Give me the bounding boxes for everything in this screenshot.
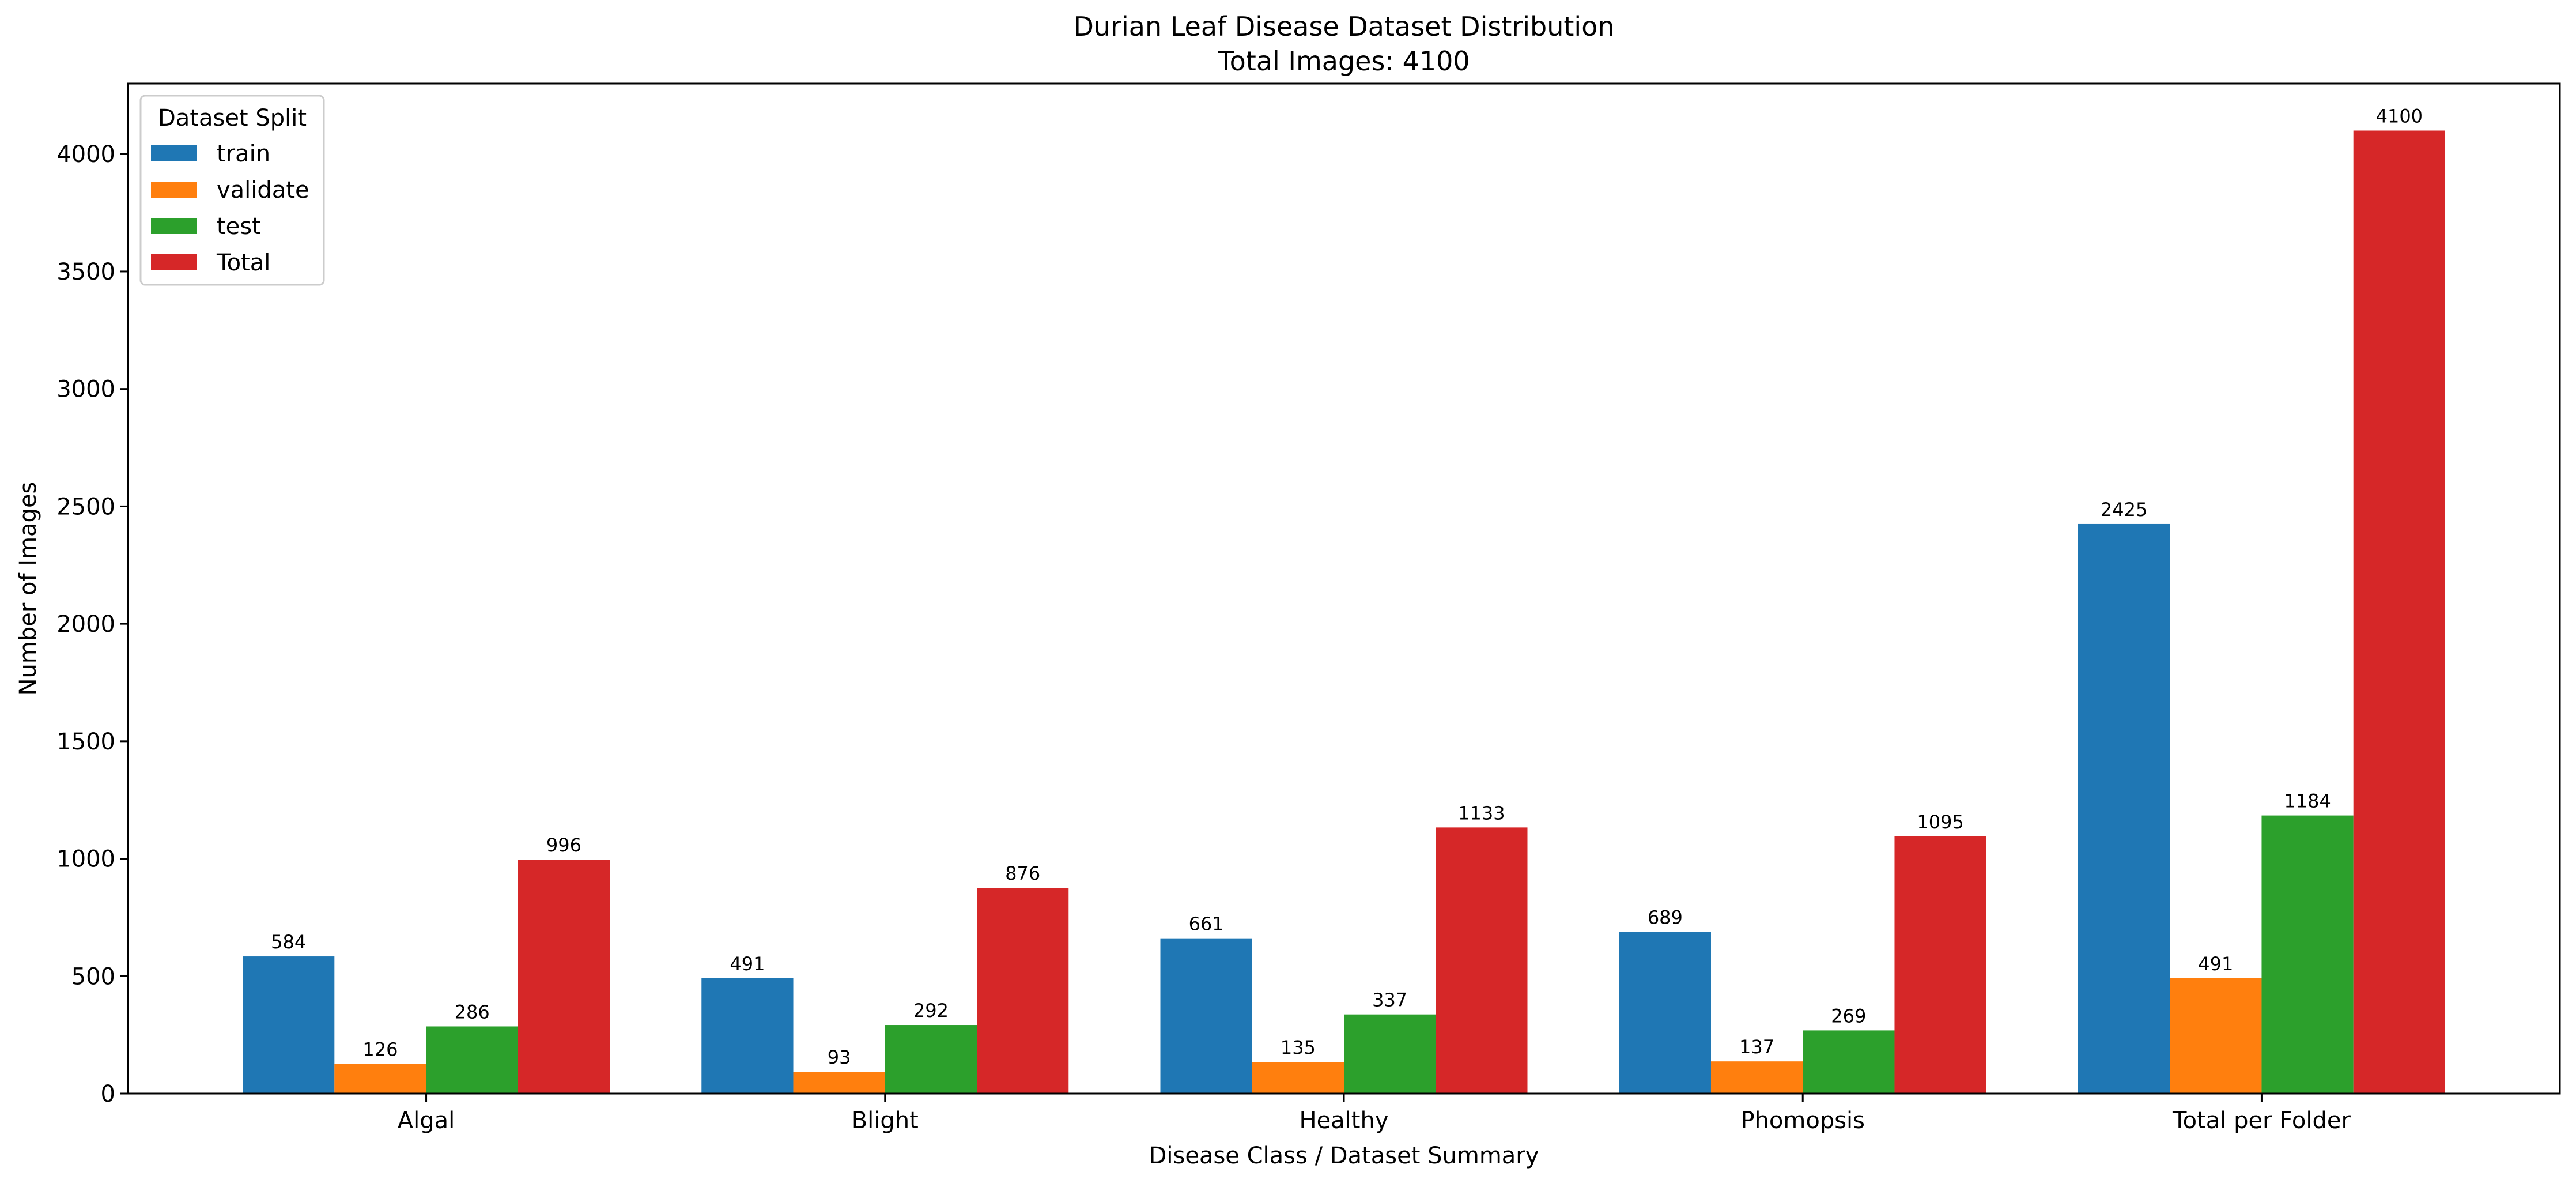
bar-value-label: 286 xyxy=(455,1001,490,1023)
x-tick-label: Total per Folder xyxy=(2172,1107,2351,1134)
x-axis-label: Disease Class / Dataset Summary xyxy=(1149,1143,1539,1169)
bar-total xyxy=(1436,827,1528,1094)
legend-swatch-test xyxy=(151,218,197,234)
x-tick-label: Blight xyxy=(852,1107,919,1134)
legend-swatch-train xyxy=(151,145,197,161)
legend-title: Dataset Split xyxy=(158,105,307,131)
bar-train xyxy=(1619,932,1711,1094)
x-tick-label: Algal xyxy=(398,1107,455,1134)
y-tick-label: 1000 xyxy=(56,846,115,873)
bar-validate xyxy=(334,1064,426,1094)
bar-value-label: 661 xyxy=(1189,913,1224,935)
bar-total xyxy=(2353,130,2445,1094)
legend-label-validate: validate xyxy=(217,177,309,204)
bar-value-label: 584 xyxy=(271,931,306,953)
bar-validate xyxy=(1252,1062,1344,1094)
bar-value-label: 2425 xyxy=(2101,499,2147,521)
bar-value-label: 491 xyxy=(730,953,765,975)
bar-train xyxy=(701,978,794,1094)
chart-title: Durian Leaf Disease Dataset Distribution xyxy=(1073,11,1614,42)
bar-test xyxy=(2261,815,2354,1094)
bar-value-label: 93 xyxy=(828,1046,851,1068)
chart-subtitle: Total Images: 4100 xyxy=(1217,46,1470,77)
bar-test xyxy=(1803,1030,1895,1094)
x-tick-label: Phomopsis xyxy=(1740,1107,1865,1134)
bar-value-label: 491 xyxy=(2198,953,2233,975)
bar-value-label: 1133 xyxy=(1458,802,1505,824)
legend-swatch-total xyxy=(151,254,197,270)
bar-test xyxy=(426,1026,518,1094)
bar-value-label: 137 xyxy=(1739,1036,1774,1058)
bar-total xyxy=(518,860,610,1094)
bar-value-label: 876 xyxy=(1005,862,1040,884)
bar-test xyxy=(1344,1014,1436,1094)
y-tick-label: 3500 xyxy=(56,259,115,285)
bar-value-label: 4100 xyxy=(2376,105,2423,127)
bar-validate xyxy=(1710,1061,1803,1094)
legend-label-train: train xyxy=(217,141,270,167)
bar-value-label: 135 xyxy=(1281,1037,1316,1058)
plot-frame xyxy=(127,82,2561,1095)
y-tick-label: 2500 xyxy=(56,493,115,520)
bar-value-label: 689 xyxy=(1648,906,1683,928)
x-tick-label: Healthy xyxy=(1299,1107,1388,1134)
bar-total xyxy=(1894,836,1986,1094)
legend-box xyxy=(139,95,325,286)
y-tick-label: 2000 xyxy=(56,611,115,638)
bar-value-label: 996 xyxy=(546,834,581,856)
bar-value-label: 292 xyxy=(913,1000,949,1022)
bar-train xyxy=(1160,938,1252,1094)
y-tick-label: 1500 xyxy=(56,729,115,755)
bar-validate xyxy=(2170,978,2262,1094)
legend: Dataset Split train validate test Total xyxy=(139,95,325,286)
legend-label-test: test xyxy=(217,213,261,240)
bar-validate xyxy=(793,1072,885,1094)
bar-value-label: 126 xyxy=(362,1039,398,1061)
bar-value-label: 1095 xyxy=(1917,811,1963,833)
bar-value-label: 337 xyxy=(1372,989,1407,1011)
bar-train xyxy=(2078,523,2170,1094)
y-tick-label: 4000 xyxy=(56,141,115,168)
plot-area: 584 491 661 689 2425 126 93 135 137 491 286 292 337 2… xyxy=(56,105,2445,1134)
legend-swatch-validate xyxy=(151,182,197,198)
y-tick-label: 3000 xyxy=(56,376,115,403)
bar-value-label: 1184 xyxy=(2284,790,2331,812)
y-tick-label: 0 xyxy=(101,1081,115,1107)
y-tick-label: 500 xyxy=(71,963,115,990)
bar-test xyxy=(885,1025,977,1094)
legend-label-total: Total xyxy=(216,250,270,276)
bar-total xyxy=(977,888,1069,1094)
bar-value-label: 269 xyxy=(1831,1005,1866,1027)
y-axis-label: Number of Images xyxy=(15,482,41,696)
bar-train xyxy=(243,956,335,1094)
